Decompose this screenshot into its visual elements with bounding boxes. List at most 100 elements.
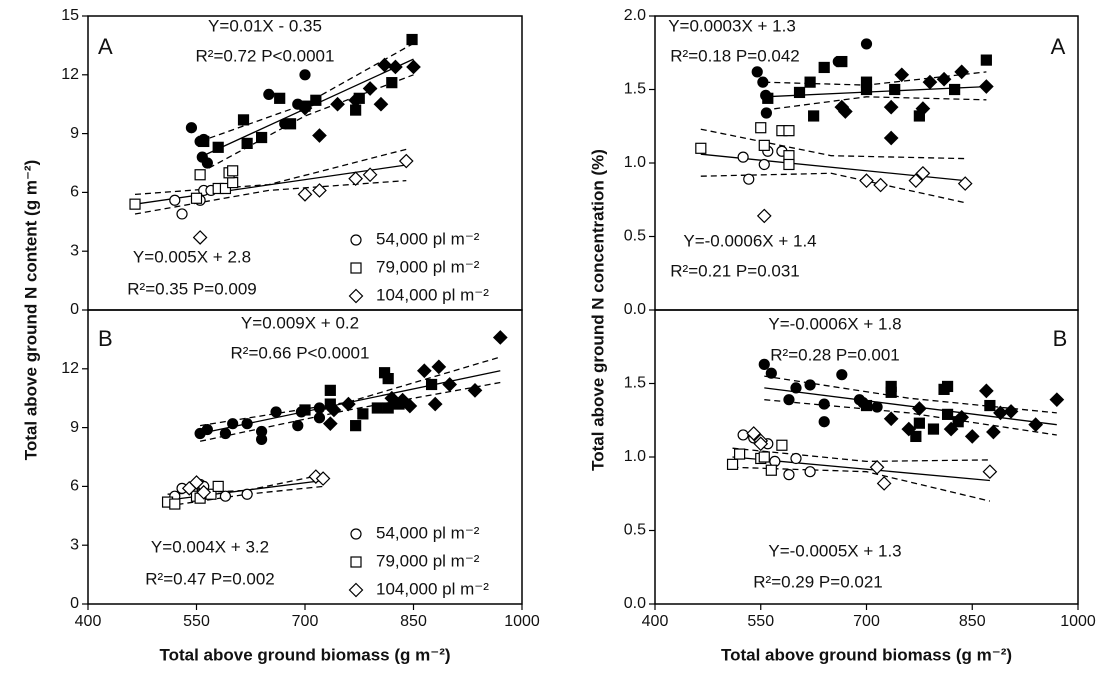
legend-label: 54,000 pl m⁻² — [376, 229, 480, 248]
panel-letter: A — [98, 34, 113, 59]
legend-label: 79,000 pl m⁻² — [376, 551, 480, 570]
data-point — [274, 92, 286, 104]
data-point — [984, 399, 996, 412]
data-point — [212, 141, 224, 153]
data-point — [201, 423, 213, 436]
regression-line — [199, 74, 414, 174]
data-point — [185, 122, 198, 134]
data-point — [873, 177, 888, 193]
data-point — [783, 469, 795, 481]
data-point — [297, 100, 313, 116]
data-point — [894, 67, 910, 83]
data-point — [869, 459, 885, 475]
x-tick-label: 550 — [183, 613, 210, 630]
regression-annotation: R²=0.66 P<0.0001 — [231, 343, 370, 362]
data-point — [979, 383, 994, 399]
data-point — [979, 79, 994, 94]
data-point — [350, 420, 362, 432]
data-point — [915, 101, 931, 116]
data-point — [384, 390, 400, 406]
data-point — [270, 406, 282, 418]
data-point — [910, 430, 922, 443]
y-tick-label: 0.0 — [624, 301, 646, 318]
data-point — [922, 74, 938, 90]
data-point — [192, 230, 208, 245]
data-point — [755, 122, 767, 134]
y-tick-label: 6 — [70, 478, 79, 495]
data-point — [198, 135, 210, 148]
data-point — [237, 114, 250, 126]
y-tick-label: 1.5 — [624, 375, 646, 392]
y-tick-label: 1.5 — [624, 81, 646, 98]
data-point — [201, 157, 213, 169]
x-axis-title: Total above ground biomass (g m⁻²) — [159, 645, 450, 664]
data-point — [402, 398, 418, 414]
x-tick-label: 550 — [747, 613, 774, 630]
data-point — [733, 448, 746, 460]
data-point — [431, 359, 447, 375]
data-point — [757, 76, 769, 88]
data-point — [241, 137, 253, 149]
y-tick-label: 9 — [70, 419, 79, 436]
data-point — [227, 165, 239, 177]
data-point — [406, 33, 418, 46]
data-point — [373, 96, 389, 112]
data-point — [348, 92, 363, 108]
y-tick-label: 0.5 — [624, 228, 646, 245]
data-point — [227, 177, 239, 189]
legend-label: 104,000 pl m⁻² — [376, 285, 489, 304]
data-point — [382, 373, 394, 385]
data-point — [388, 59, 403, 75]
data-point — [957, 176, 973, 191]
regression-annotation: Y=0.004X + 3.2 — [151, 537, 269, 556]
data-point — [129, 198, 141, 210]
data-point — [377, 57, 392, 73]
regression-annotation: R²=0.21 P=0.031 — [670, 261, 799, 280]
data-point — [417, 363, 432, 379]
data-point — [219, 490, 232, 502]
data-point — [760, 107, 772, 119]
data-point — [726, 458, 739, 470]
data-point — [737, 429, 749, 441]
data-point — [885, 386, 897, 398]
data-point — [808, 110, 820, 122]
data-point — [818, 398, 830, 410]
data-point — [860, 83, 873, 96]
data-point — [746, 426, 762, 441]
data-point — [964, 429, 980, 444]
data-point — [883, 411, 899, 427]
x-tick-label: 700 — [292, 613, 319, 630]
regression-line — [764, 399, 1057, 436]
data-point — [492, 330, 508, 345]
data-point — [299, 69, 311, 81]
y-axis-title: Total above ground N content (g m⁻²) — [21, 160, 40, 460]
data-point — [322, 416, 338, 432]
legend-marker — [350, 234, 362, 246]
y-tick-label: 3 — [70, 536, 79, 553]
data-point — [915, 165, 931, 181]
regression-annotation: Y=-0.0006X + 1.8 — [768, 314, 901, 333]
x-tick-label: 850 — [959, 613, 986, 630]
data-point — [765, 367, 777, 379]
x-tick-label: 700 — [853, 613, 880, 630]
data-point — [758, 139, 770, 151]
data-point — [227, 418, 239, 430]
data-point — [753, 436, 769, 452]
regression-line — [700, 172, 966, 204]
regression-line — [199, 381, 501, 442]
x-tick-label: 1000 — [1060, 613, 1096, 630]
legend-marker — [348, 288, 364, 304]
data-point — [190, 192, 203, 204]
data-point — [386, 77, 398, 89]
regression-annotation: R²=0.18 P=0.042 — [670, 46, 799, 65]
data-point — [169, 498, 181, 510]
data-point — [292, 420, 304, 432]
regression-line — [764, 387, 1057, 426]
data-point — [912, 401, 927, 416]
data-point — [219, 182, 232, 195]
data-point — [695, 142, 707, 154]
data-point — [219, 427, 232, 440]
regression-line — [732, 447, 990, 463]
y-tick-label: 0.0 — [624, 595, 646, 612]
